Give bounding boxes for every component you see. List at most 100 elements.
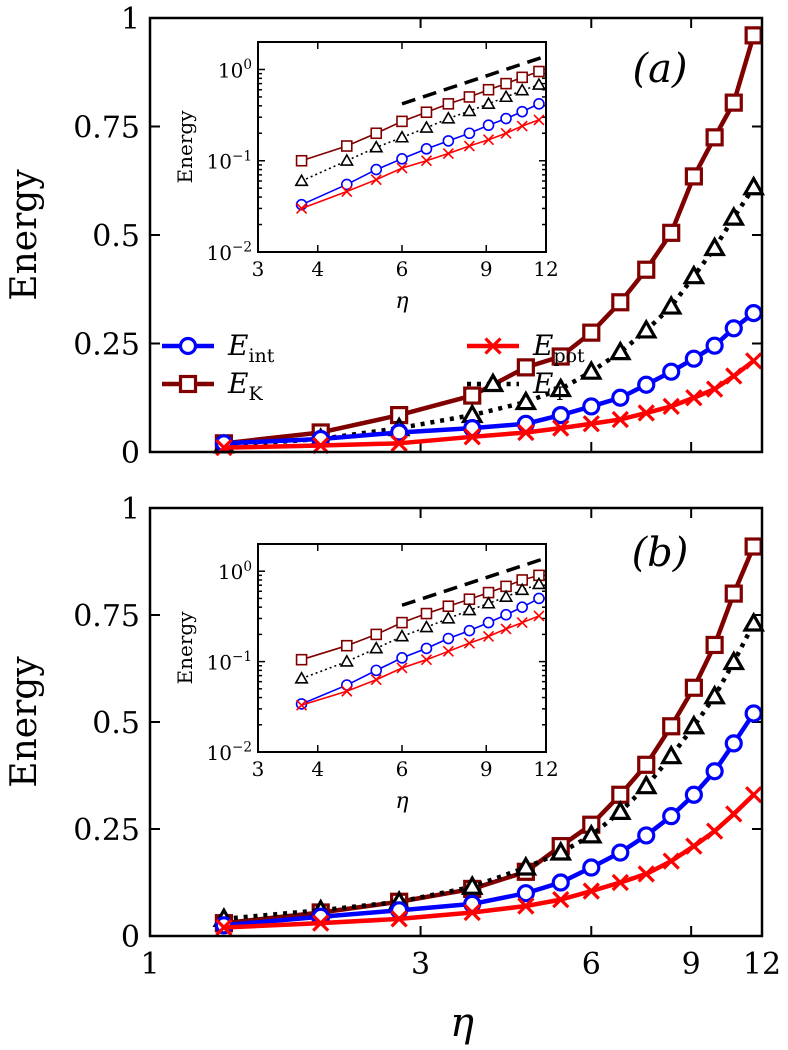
circle-marker <box>551 406 570 425</box>
panel-label: (a) <box>632 46 687 92</box>
x-marker <box>463 637 475 649</box>
circle-marker <box>442 135 455 147</box>
inset-y-tick-label: 10−2 <box>207 240 253 265</box>
x-marker <box>370 174 382 186</box>
series-Eint <box>214 304 763 453</box>
x-marker <box>685 837 703 855</box>
triangle-marker <box>369 641 384 654</box>
triangle-marker <box>531 77 547 90</box>
square-marker <box>340 639 353 652</box>
circle-marker <box>533 98 545 110</box>
series-line <box>223 622 756 922</box>
inset-series-EK <box>295 65 545 167</box>
x-marker <box>552 419 570 437</box>
triangle-marker <box>659 744 683 765</box>
inset-frame <box>257 41 547 253</box>
x-marker <box>442 645 454 657</box>
circle-marker <box>516 884 535 903</box>
square-marker <box>637 260 656 279</box>
x-marker <box>312 436 330 455</box>
triangle-marker <box>441 111 456 124</box>
triangle-marker <box>579 359 603 380</box>
triangle-marker <box>294 671 309 684</box>
circle-marker <box>724 319 743 338</box>
y-tick-label: 0.5 <box>92 219 140 254</box>
square-marker <box>582 323 601 342</box>
axes-frame <box>148 506 764 938</box>
inset-y-axis-label: Energy <box>173 110 197 184</box>
circle-marker <box>684 785 703 804</box>
x-marker <box>533 610 545 622</box>
inset-series-line <box>301 84 540 182</box>
x-marker <box>296 699 308 711</box>
square-marker <box>463 91 476 103</box>
square-marker <box>370 127 383 140</box>
inset-x-tick-label: 12 <box>533 757 558 781</box>
square-marker <box>684 167 703 186</box>
series-Epot <box>215 786 763 937</box>
x-marker <box>341 685 353 697</box>
square-marker <box>463 593 476 606</box>
inset-x-tick-label: 4 <box>311 757 324 781</box>
square-marker <box>611 785 630 804</box>
inset-a: 3 4 6 9 12 10−2 10−1 100 η Energy <box>173 41 559 314</box>
axes-frame <box>148 16 764 454</box>
triangle-marker <box>742 611 766 632</box>
inset-background <box>258 544 546 752</box>
x-marker <box>341 185 353 198</box>
x-marker <box>705 822 724 840</box>
square-marker <box>724 584 743 603</box>
triangle-marker <box>608 800 632 820</box>
triangle-marker <box>659 294 683 315</box>
triangle-marker <box>462 602 477 616</box>
x-axis-label: η <box>450 1000 474 1046</box>
triangle-marker <box>462 103 477 117</box>
square-marker <box>295 154 308 167</box>
inset-x-tick-label: 12 <box>533 257 558 281</box>
x-marker <box>725 805 743 823</box>
circle-marker <box>390 423 409 442</box>
panel-b: 1 3 6 9 12 0 0.25 0.5 0.75 1 Energy η (b) 3 4 6 9 12 10−2 1… <box>4 492 781 1046</box>
x-marker <box>442 147 454 160</box>
legend-label: ET <box>532 367 566 405</box>
inset-reference-line <box>401 556 547 607</box>
square-marker <box>442 98 455 110</box>
x-marker <box>396 662 408 674</box>
inset-x-tick-label: 4 <box>311 257 324 281</box>
legend-entry-ET: ET <box>467 367 566 405</box>
inset-x-tick-label: 9 <box>480 757 493 781</box>
inset-y-tick-label: 100 <box>218 559 252 584</box>
x-marker <box>533 114 545 126</box>
square-marker <box>611 293 630 312</box>
inset-x-axis-label: η <box>395 289 408 314</box>
x-marker <box>482 630 495 642</box>
triangle-marker <box>481 96 496 109</box>
triangle-marker <box>515 83 530 96</box>
square-marker <box>724 93 743 112</box>
y-tick-label: 0.25 <box>73 813 140 848</box>
x-marker <box>390 434 408 452</box>
square-marker <box>340 140 353 152</box>
circle-marker <box>500 608 512 621</box>
inset-frame <box>257 543 547 753</box>
triangle-marker <box>394 629 410 642</box>
inset-y-tick-label: 10−2 <box>207 740 253 765</box>
square-marker <box>662 223 681 242</box>
legend-entry-Eint: Eint <box>162 329 275 367</box>
x-marker <box>484 337 502 355</box>
square-marker <box>396 616 408 629</box>
triangle-marker <box>634 774 658 795</box>
square-marker <box>637 755 656 774</box>
circle-marker <box>396 153 408 165</box>
circle-marker <box>396 652 408 664</box>
x-marker <box>390 910 408 928</box>
circle-marker <box>370 163 383 176</box>
square-marker <box>684 678 703 697</box>
x-marker <box>296 202 308 215</box>
square-marker <box>744 537 763 556</box>
square-marker <box>500 77 512 90</box>
circle-marker <box>611 843 630 862</box>
triangle-marker <box>339 654 354 667</box>
x-tick-label: 12 <box>743 947 781 982</box>
